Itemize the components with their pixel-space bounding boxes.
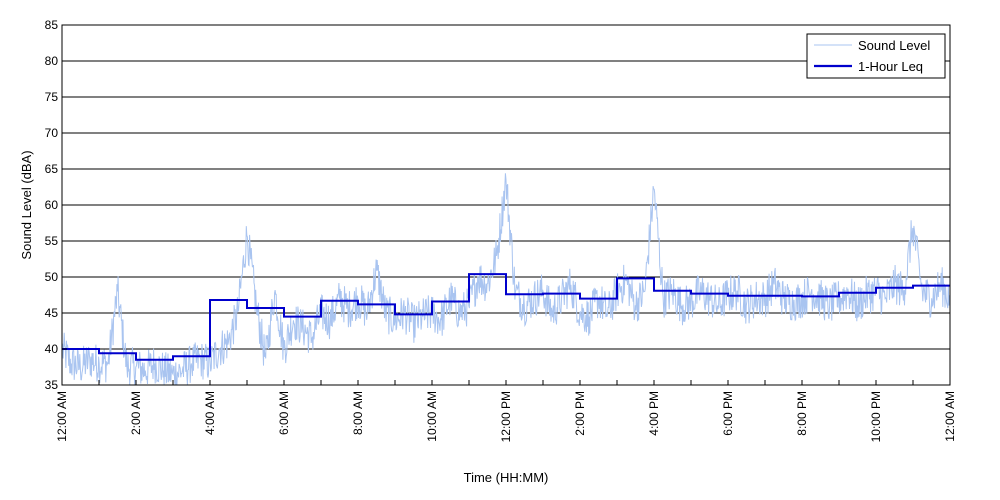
leq-step-line <box>62 273 950 361</box>
x-tick-label: 10:00 AM <box>425 391 439 442</box>
x-tick-label: 8:00 AM <box>351 391 365 435</box>
y-tick-label: 75 <box>45 90 59 104</box>
x-tick-label: 2:00 AM <box>129 391 143 435</box>
x-tick-label: 6:00 PM <box>721 391 735 436</box>
x-axis-label: Time (HH:MM) <box>464 470 549 485</box>
x-tick-label: 12:00 AM <box>55 391 69 442</box>
y-tick-label: 80 <box>45 54 59 68</box>
y-axis: 35 40 45 50 55 60 65 70 75 80 85 <box>45 18 67 392</box>
y-tick-label: 70 <box>45 126 59 140</box>
y-tick-label: 45 <box>45 306 59 320</box>
y-tick-label: 40 <box>45 342 59 356</box>
sound-level-line <box>61 173 951 386</box>
x-tick-label: 6:00 AM <box>277 391 291 435</box>
y-tick-label: 85 <box>45 18 59 32</box>
y-tick-label: 60 <box>45 198 59 212</box>
y-tick-label: 50 <box>45 270 59 284</box>
sound-level-series <box>61 173 951 386</box>
x-tick-label: 4:00 PM <box>647 391 661 436</box>
y-axis-label: Sound Level (dBA) <box>19 150 34 259</box>
x-tick-label: 12:00 AM <box>943 391 957 442</box>
x-tick-label: 2:00 PM <box>573 391 587 436</box>
x-axis: 12:00 AM 2:00 AM 4:00 AM 6:00 AM 8:00 AM 10:0… <box>55 380 957 442</box>
x-tick-label: 8:00 PM <box>795 391 809 436</box>
legend-label-sound-level: Sound Level <box>858 38 930 53</box>
y-tick-label: 65 <box>45 162 59 176</box>
x-tick-label: 4:00 AM <box>203 391 217 435</box>
leq-series <box>62 273 950 361</box>
x-tick-label: 10:00 PM <box>869 391 883 442</box>
legend-box <box>806 33 946 79</box>
legend-label-leq: 1-Hour Leq <box>858 59 923 74</box>
y-tick-label: 55 <box>45 234 59 248</box>
x-tick-label: 12:00 PM <box>499 391 513 442</box>
legend: Sound Level 1-Hour Leq <box>806 33 946 79</box>
y-tick-label: 35 <box>45 378 59 392</box>
